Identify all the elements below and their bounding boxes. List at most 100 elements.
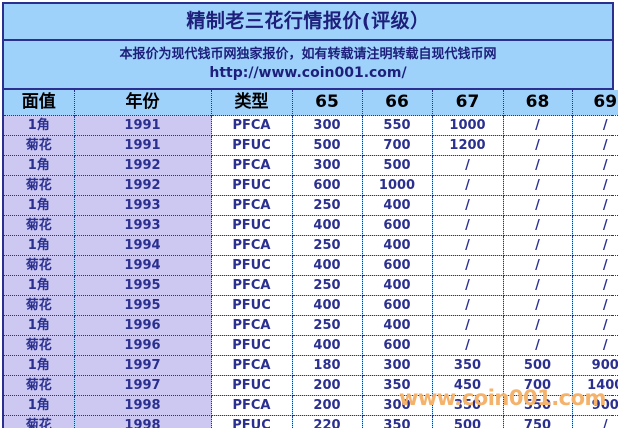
table-cell: 菊花 [4, 135, 75, 156]
table-cell: 1991 [74, 135, 212, 156]
table-cell: PFCA [211, 115, 293, 136]
column-header-1[interactable]: 年份 [74, 90, 212, 116]
table-cell: / [432, 215, 504, 236]
table-cell: 400 [292, 255, 363, 276]
table-cell: 1角 [4, 115, 75, 136]
table-cell: 菊花 [4, 215, 75, 236]
table-cell: 1997 [74, 355, 212, 376]
table-cell: / [572, 115, 618, 136]
table-cell: 500 [432, 415, 504, 428]
table-cell: / [572, 255, 618, 276]
table-row: 菊花 1994 PFUC 400 600// / [4, 255, 618, 276]
table-cell: 1角 [4, 395, 75, 416]
table-row: 菊花 1993 PFUC 400 600// / [4, 215, 618, 236]
table-cell: 菊花 [4, 175, 75, 196]
table-cell: 1998 [74, 395, 212, 416]
table-cell: / [503, 155, 573, 176]
table-cell: / [503, 135, 573, 156]
table-cell: 350 [362, 375, 433, 396]
table-cell: / [503, 115, 573, 136]
table-cell: 1994 [74, 235, 212, 256]
table-cell: 250 [292, 275, 363, 296]
table-header: 面值 年份 类型 65 66 67 68 69 [4, 90, 618, 116]
table-cell: 450 [432, 375, 504, 396]
table-cell: / [432, 195, 504, 216]
table-cell: PFUC [211, 135, 293, 156]
table-cell: 250 [292, 315, 363, 336]
table-cell: 1200 [432, 135, 504, 156]
table-cell: 600 [362, 255, 433, 276]
table-cell: 550 [362, 115, 433, 136]
table-cell: 600 [292, 175, 363, 196]
table-cell: 700 [503, 375, 573, 396]
table-cell: PFUC [211, 255, 293, 276]
table-cell: PFUC [211, 175, 293, 196]
table-cell: 菊花 [4, 295, 75, 316]
table-cell: / [572, 415, 618, 428]
table-cell: 1400 [572, 375, 618, 396]
column-header-7[interactable]: 69 [572, 90, 618, 116]
column-header-3[interactable]: 65 [292, 90, 363, 116]
table-cell: 1994 [74, 255, 212, 276]
table-cell: 1角 [4, 315, 75, 336]
table-cell: 1993 [74, 195, 212, 216]
column-header-4[interactable]: 66 [362, 90, 433, 116]
table-cell: 菊花 [4, 335, 75, 356]
title-band: 精制老三花行情报价(评级） [4, 4, 612, 41]
table-row: 1角 1991 PFCA 300 550 1000// [4, 115, 618, 136]
subtitle-url: http://www.coin001.com/ [209, 65, 407, 81]
table-cell: 400 [292, 295, 363, 316]
table-cell: 500 [503, 355, 573, 376]
table-cell: 1角 [4, 355, 75, 376]
table-row: 菊花 1991 PFUC 500 700 1200// [4, 135, 618, 156]
table-cell: 400 [362, 235, 433, 256]
subtitle-notice: 本报价为现代钱币网独家报价，如有转载请注明转载自现代钱币网 [119, 47, 497, 62]
table-cell: / [503, 215, 573, 236]
table-cell: PFCA [211, 235, 293, 256]
table-cell: / [432, 175, 504, 196]
table-cell: 200 [292, 395, 363, 416]
table-cell: / [572, 295, 618, 316]
column-header-6[interactable]: 68 [503, 90, 573, 116]
table-row: 菊花 1995 PFUC 400 600// / [4, 295, 618, 316]
page-title: 精制老三花行情报价(评级） [186, 10, 430, 32]
table-cell: 350 [432, 355, 504, 376]
table-cell: / [572, 215, 618, 236]
price-table: 面值 年份 类型 65 66 67 68 69 1角 1991 PFCA 300 550 1000// 菊… [4, 90, 618, 428]
table-cell: 250 [292, 235, 363, 256]
table-cell: 550 [503, 395, 573, 416]
table-cell: / [503, 275, 573, 296]
column-header-0[interactable]: 面值 [4, 90, 75, 116]
column-header-2[interactable]: 类型 [211, 90, 293, 116]
table-row: 菊花 1992 PFUC 600 1000// / [4, 175, 618, 196]
table-cell: / [572, 135, 618, 156]
table-cell: 250 [292, 195, 363, 216]
table-cell: 200 [292, 375, 363, 396]
table-cell: PFCA [211, 275, 293, 296]
table-cell: 600 [362, 295, 433, 316]
table-cell: 700 [362, 135, 433, 156]
table-cell: / [432, 335, 504, 356]
table-row: 1角 1997 PFCA 180 300 350 500 900 [4, 355, 618, 376]
table-cell: / [432, 295, 504, 316]
table-cell: / [572, 195, 618, 216]
table-cell: 900 [572, 395, 618, 416]
table-cell: 300 [292, 115, 363, 136]
table-cell: / [432, 155, 504, 176]
table-row: 1角 1996 PFCA 250 400// / [4, 315, 618, 336]
table-cell: PFUC [211, 375, 293, 396]
table-cell: PFUC [211, 335, 293, 356]
table-cell: 400 [362, 195, 433, 216]
table-cell: 1991 [74, 115, 212, 136]
table-cell: 1996 [74, 335, 212, 356]
table-cell: 500 [292, 135, 363, 156]
column-header-5[interactable]: 67 [432, 90, 504, 116]
table-cell: 1992 [74, 175, 212, 196]
table-cell: 1997 [74, 375, 212, 396]
table-cell: / [432, 275, 504, 296]
table-cell: / [572, 275, 618, 296]
table-cell: 180 [292, 355, 363, 376]
table-row: 1角 1995 PFCA 250 400// / [4, 275, 618, 296]
